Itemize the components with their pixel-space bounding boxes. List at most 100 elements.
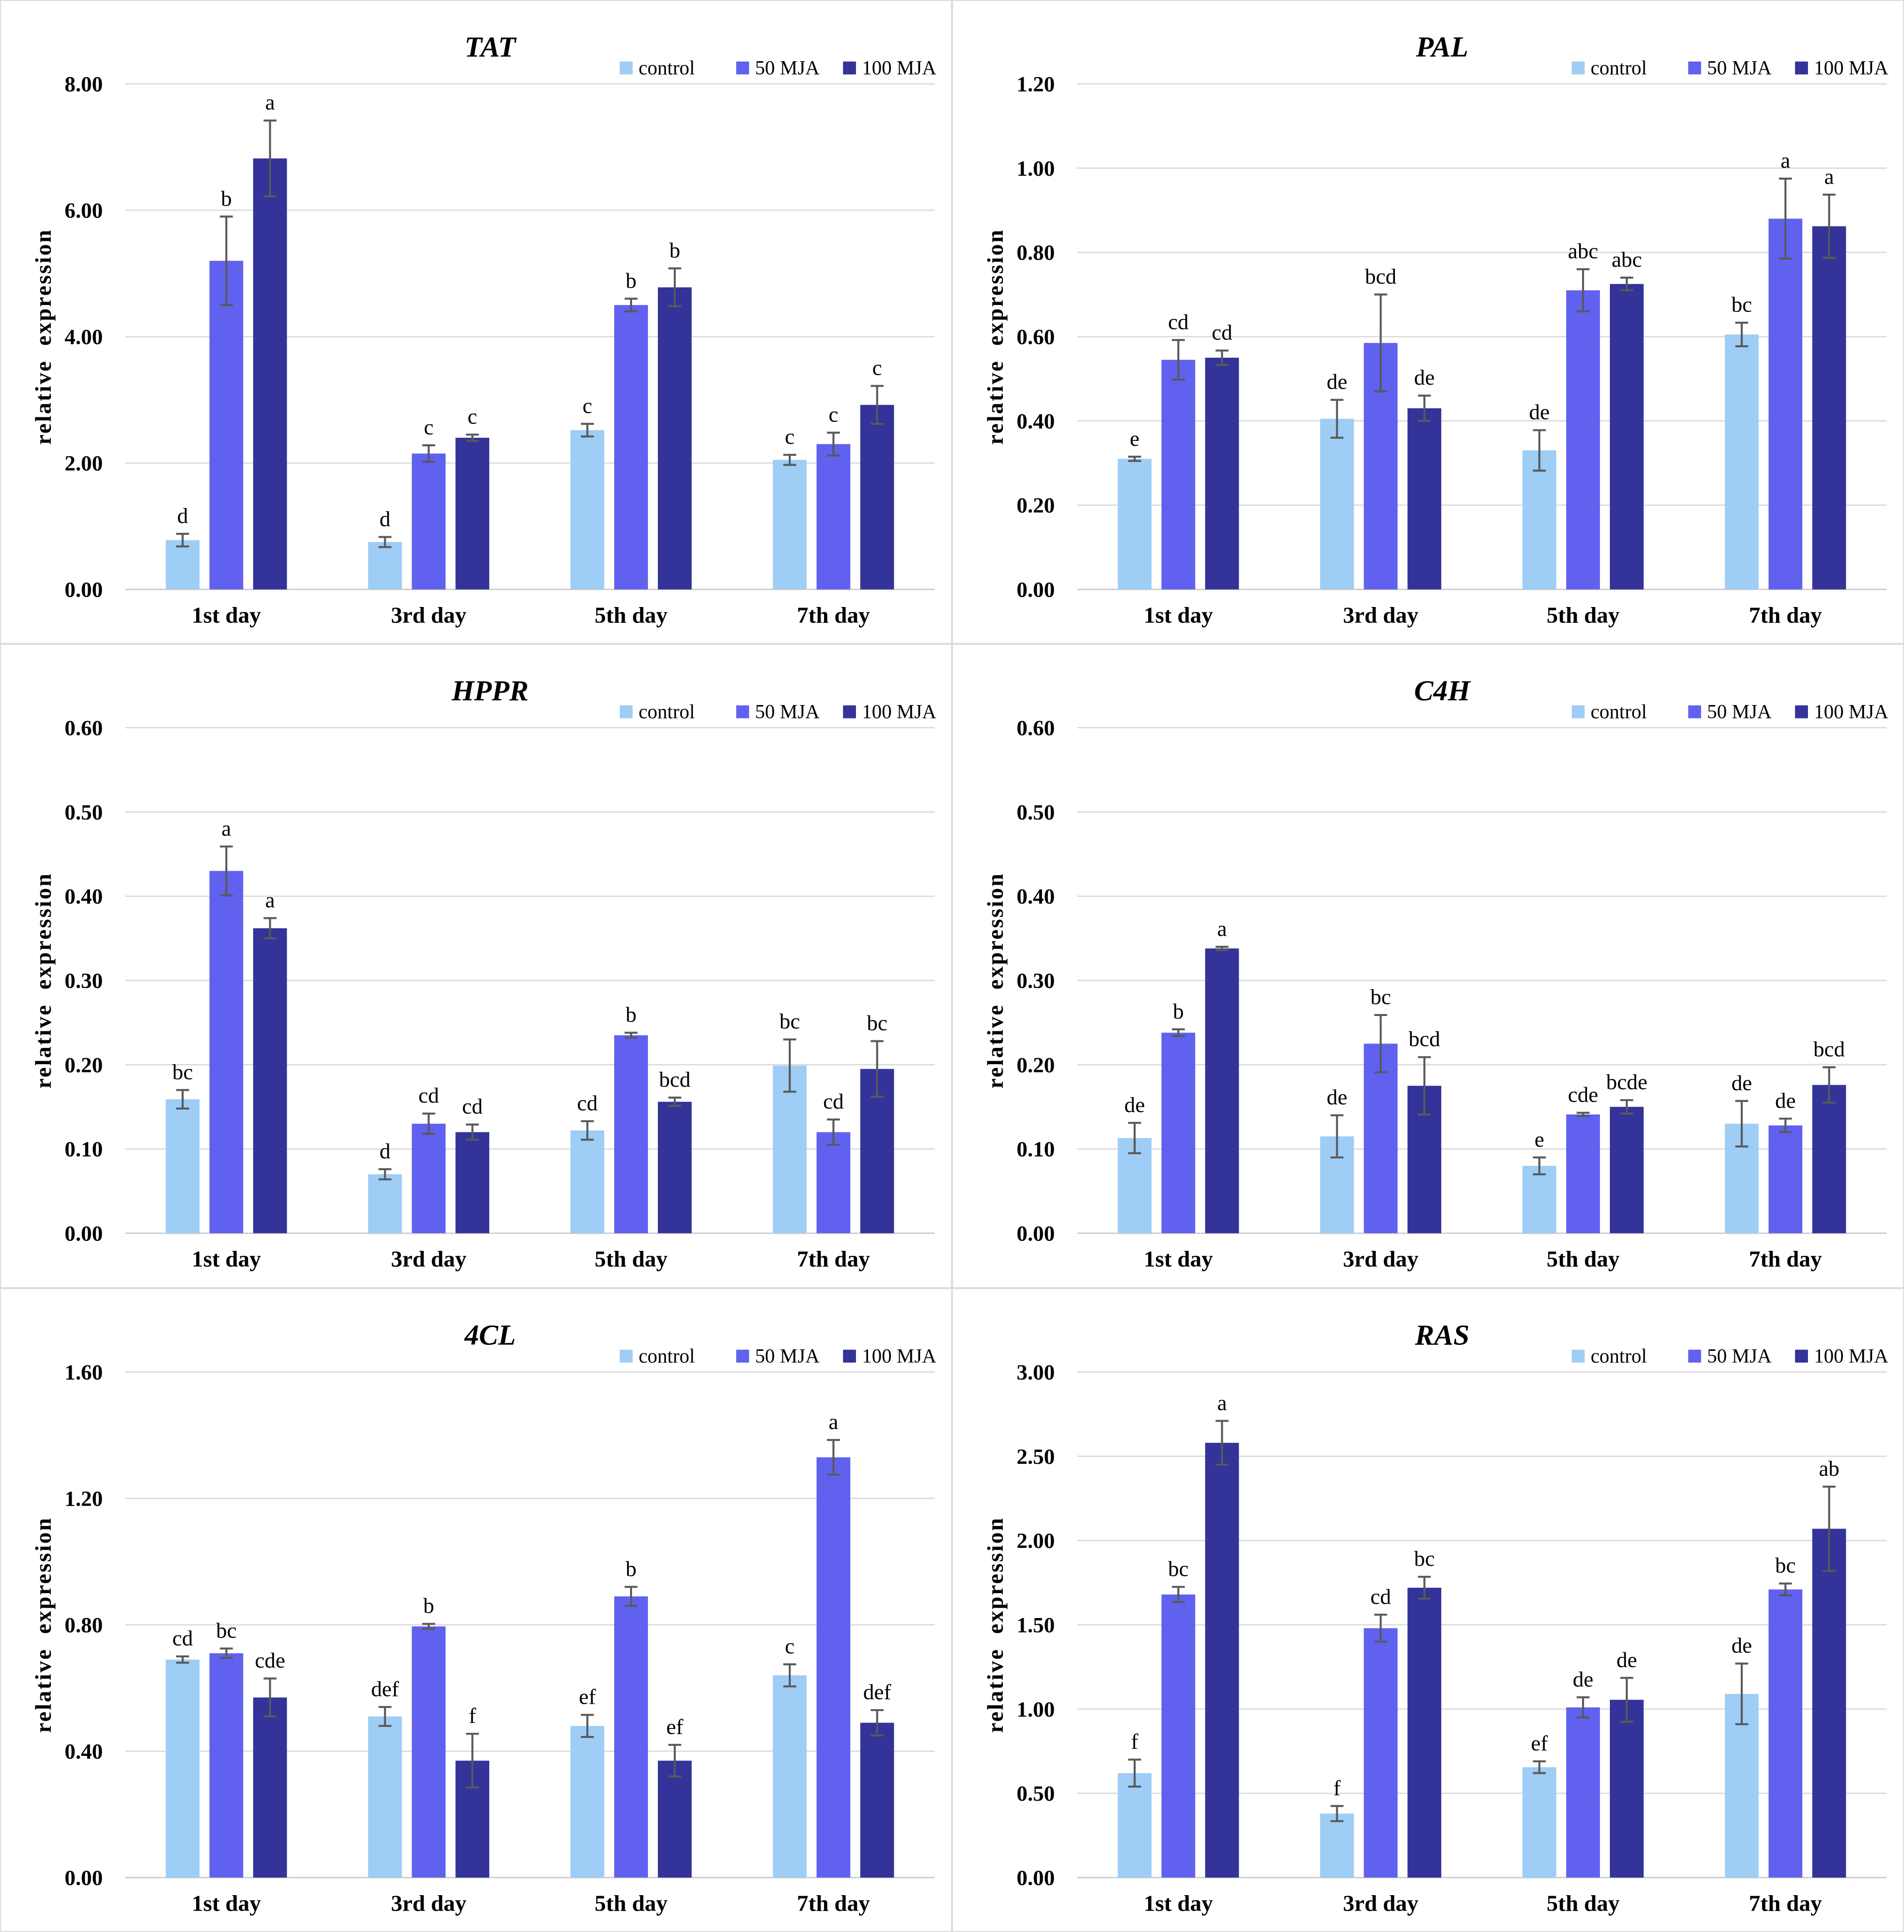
y-tick-label: 2.00 — [1017, 1529, 1055, 1553]
error-bar — [581, 422, 594, 438]
error-bar — [1620, 277, 1633, 292]
error-bar — [466, 1123, 479, 1141]
error-bar — [870, 1040, 884, 1098]
x-category-label: 1st day — [1144, 602, 1213, 627]
legend-label: 50 MJA — [755, 57, 820, 79]
legend-swatch — [620, 705, 633, 718]
error-bar — [783, 454, 796, 466]
y-tick-label: 3.00 — [1017, 1360, 1055, 1384]
y-tick-label: 0.40 — [1017, 885, 1055, 909]
y-tick-label: 0.20 — [65, 1053, 103, 1077]
y-tick-label: 1.00 — [1017, 157, 1055, 181]
legend-item: 100 MJA — [843, 1344, 937, 1367]
sig-letter: def — [371, 1677, 399, 1701]
bar-100-mja-7th-day — [860, 1723, 894, 1878]
y-tick-label: 0.10 — [1017, 1138, 1055, 1162]
bar-100-mja-7th-day — [1812, 1085, 1846, 1233]
bar-control-5th-day — [570, 1726, 605, 1878]
bar-control-5th-day — [570, 1130, 605, 1233]
legend-item: control — [620, 701, 695, 723]
sig-letter: de — [1327, 370, 1347, 394]
x-category-label: 7th day — [1749, 602, 1822, 627]
chart-panel: 0.00 0.40 0.80 1.20 1.60 cd bc cde 1st day def b f 3… — [0, 1288, 952, 1932]
legend-swatch — [843, 1349, 856, 1363]
sig-letter: c — [468, 405, 477, 429]
error-bar — [1374, 1613, 1387, 1643]
bar-control-3rd-day — [368, 1174, 402, 1233]
sig-letter: de — [1327, 1086, 1347, 1110]
sig-letter: f — [1131, 1729, 1139, 1753]
bar-100-mja-3rd-day — [455, 437, 490, 590]
x-category-label: 5th day — [1547, 1246, 1620, 1272]
error-bar — [1330, 1114, 1344, 1159]
legend: control 50 MJA 100 MJA — [1572, 701, 1889, 723]
bar-100-mja-1st-day — [1205, 357, 1239, 590]
sig-letter: cd — [1168, 310, 1188, 334]
error-bar — [1533, 429, 1546, 472]
bar-50-mja-7th-day — [816, 1457, 850, 1878]
legend-label: control — [1590, 57, 1647, 79]
error-bar — [1822, 1485, 1836, 1572]
chart-panel: 0.00 0.10 0.20 0.30 0.40 0.50 0.60 de b a 1st day d… — [952, 644, 1904, 1288]
bar-50-mja-1st-day — [209, 871, 243, 1233]
sig-letter: a — [1824, 165, 1834, 189]
y-tick-label: 2.50 — [1017, 1445, 1055, 1469]
error-bar — [668, 1743, 681, 1778]
y-tick-label: 4.00 — [65, 325, 103, 349]
chart-title: TAT — [464, 31, 517, 63]
sig-letter: ef — [1531, 1731, 1548, 1755]
legend-label: 100 MJA — [1814, 701, 1889, 723]
legend-swatch — [1688, 1349, 1701, 1363]
x-category-label: 1st day — [1144, 1246, 1213, 1272]
y-tick-label: 2.00 — [65, 452, 103, 476]
x-category-label: 5th day — [1547, 1890, 1620, 1916]
legend-item: 100 MJA — [1795, 701, 1889, 723]
y-tick-label: 6.00 — [65, 199, 103, 223]
x-category-label: 7th day — [1749, 1890, 1822, 1916]
sig-letter: de — [1775, 1089, 1796, 1113]
sig-letter: a — [829, 1410, 838, 1434]
error-bar — [1171, 1028, 1185, 1037]
error-bar — [1418, 1056, 1431, 1116]
legend-item: 50 MJA — [736, 57, 820, 79]
sig-letter: b — [423, 1594, 434, 1618]
sig-letter: c — [785, 1634, 794, 1658]
y-tick-label: 1.20 — [1017, 72, 1055, 96]
error-bar — [378, 1706, 392, 1727]
bar-50-mja-3rd-day — [412, 1626, 446, 1878]
error-bar — [219, 1647, 233, 1659]
x-category-label: 3rd day — [1343, 602, 1419, 627]
error-bar — [1171, 1586, 1185, 1603]
bar-50-mja-3rd-day — [1364, 1043, 1398, 1233]
sig-letter: b — [669, 238, 680, 262]
error-bar — [783, 1663, 796, 1688]
error-bar — [1215, 1420, 1229, 1466]
bar-50-mja-1st-day — [1161, 1032, 1195, 1233]
sig-letter: bcd — [1409, 1027, 1440, 1051]
error-bar — [1418, 1575, 1431, 1600]
bar-100-mja-3rd-day — [1407, 408, 1442, 590]
bar-50-mja-5th-day — [614, 1035, 648, 1233]
error-bar — [422, 1623, 435, 1630]
legend-item: 50 MJA — [1688, 1344, 1772, 1367]
sig-letter: bcd — [1813, 1037, 1845, 1061]
legend-item: control — [1572, 701, 1647, 723]
y-tick-label: 0.10 — [65, 1138, 103, 1162]
sig-letter: a — [1781, 149, 1790, 173]
y-axis-title: relative expression — [30, 1517, 56, 1733]
error-bar — [668, 1097, 681, 1108]
bar-control-7th-day — [773, 1065, 807, 1233]
chart-hppr: 0.00 0.10 0.20 0.30 0.40 0.50 0.60 bc a a 1st day d… — [30, 675, 937, 1272]
y-tick-label: 0.80 — [1017, 241, 1055, 265]
sig-letter: bc — [779, 1010, 800, 1034]
error-bar — [422, 1113, 435, 1135]
bar-50-mja-5th-day — [1566, 290, 1600, 590]
x-category-label: 7th day — [797, 1890, 870, 1916]
sig-letter: c — [829, 403, 838, 427]
y-tick-label: 0.20 — [1017, 1053, 1055, 1077]
y-tick-label: 0.50 — [65, 801, 103, 824]
legend-label: 50 MJA — [755, 701, 820, 723]
error-bar — [827, 431, 840, 457]
y-tick-label: 0.60 — [1017, 716, 1055, 740]
